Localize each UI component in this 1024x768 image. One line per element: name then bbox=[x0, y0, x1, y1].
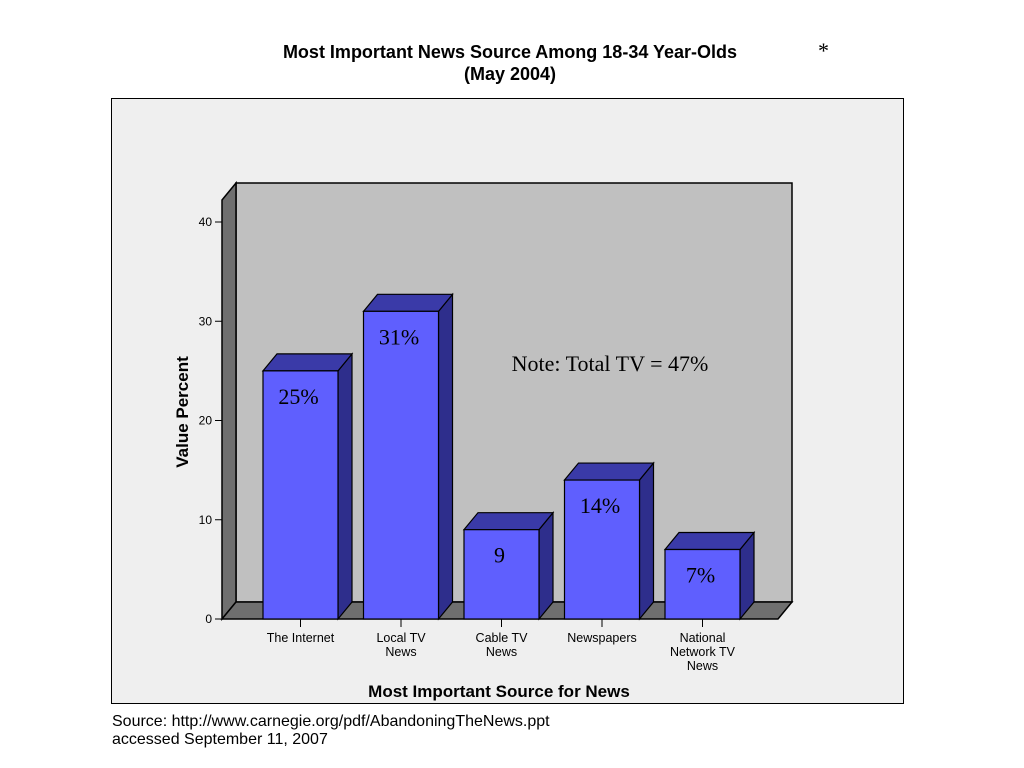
data-label: 14% bbox=[580, 493, 620, 518]
source-line2: accessed September 11, 2007 bbox=[112, 731, 328, 748]
bar-front bbox=[362, 310, 440, 620]
bar-side bbox=[437, 292, 454, 621]
source-citation: Source: http://www.carnegie.org/pdf/Aban… bbox=[112, 713, 550, 749]
y-axis-label: Value Percent bbox=[173, 356, 192, 468]
asterisk-mark: * bbox=[818, 38, 829, 63]
data-label: 25% bbox=[278, 384, 318, 409]
bar-side bbox=[638, 461, 655, 621]
source-line1: Source: http://www.carnegie.org/pdf/Aban… bbox=[112, 713, 550, 730]
bar bbox=[663, 530, 756, 621]
chart-title: Most Important News Source Among 18-34 Y… bbox=[200, 41, 820, 85]
x-tick-label: News bbox=[687, 659, 718, 673]
bar-front bbox=[262, 370, 339, 620]
bar-front bbox=[563, 479, 641, 620]
bar bbox=[563, 461, 655, 621]
bar bbox=[362, 292, 454, 621]
data-label: 31% bbox=[379, 324, 419, 349]
chart-title-line2: (May 2004) bbox=[463, 64, 557, 84]
y-axis: 0 10 20 30 40 bbox=[199, 215, 223, 626]
bar-front bbox=[463, 529, 540, 620]
y-tick-label: 40 bbox=[199, 215, 213, 229]
bar-top bbox=[362, 293, 454, 312]
data-label: 7% bbox=[686, 563, 715, 588]
bar-side bbox=[337, 352, 353, 621]
x-tick-label: Cable TV bbox=[476, 631, 529, 645]
x-tick-label: Local TV bbox=[376, 631, 426, 645]
x-tick-label: National bbox=[680, 631, 726, 645]
bar bbox=[462, 511, 555, 621]
x-axis-label: Most Important Source for News bbox=[368, 682, 630, 701]
y-tick-label: 10 bbox=[199, 513, 213, 527]
bar-front bbox=[664, 548, 741, 620]
bars-group bbox=[261, 292, 756, 621]
data-label: 9 bbox=[494, 543, 505, 568]
y-tick-label: 30 bbox=[199, 314, 213, 328]
x-tick-label: The Internet bbox=[267, 631, 335, 645]
plot-side-wall bbox=[221, 180, 237, 622]
x-tick-label: News bbox=[486, 645, 517, 659]
x-tick-label: Newspapers bbox=[567, 631, 636, 645]
bar-top bbox=[563, 462, 655, 481]
x-tick-label: Network TV bbox=[670, 645, 736, 659]
bar-top bbox=[663, 531, 756, 551]
bar-top bbox=[261, 353, 354, 372]
y-tick-label: 0 bbox=[205, 612, 212, 626]
chart-title-line1: Most Important News Source Among 18-34 Y… bbox=[282, 42, 738, 62]
bar bbox=[261, 352, 354, 621]
x-tick-label: News bbox=[385, 645, 416, 659]
bar-side bbox=[538, 511, 554, 621]
y-tick-label: 20 bbox=[199, 414, 213, 428]
bar-top bbox=[462, 512, 555, 531]
chart-annotation: Note: Total TV = 47% bbox=[512, 351, 709, 376]
